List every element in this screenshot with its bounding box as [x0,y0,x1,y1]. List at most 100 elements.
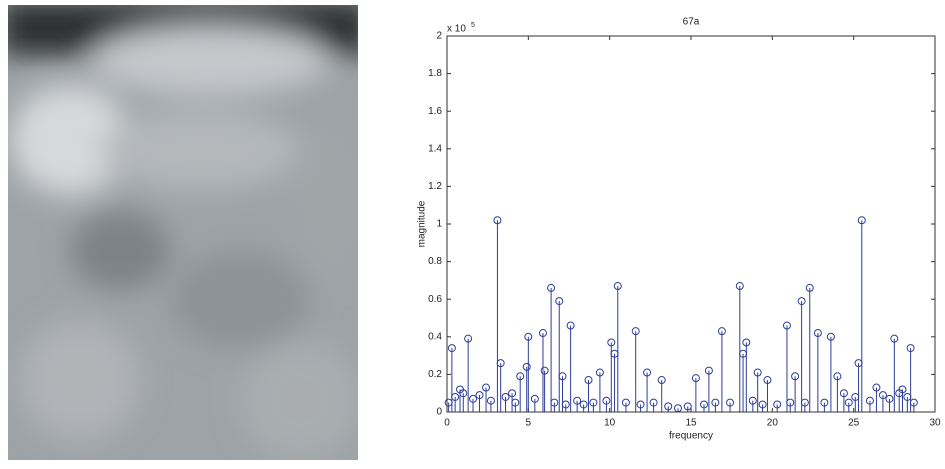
stem-marker [711,398,720,407]
stem-marker [833,372,842,381]
stem-marker [782,321,791,330]
stem-marker [475,391,484,400]
stem-marker [826,332,835,341]
stem-marker [909,398,918,407]
x-tick-label: 25 [848,418,860,429]
x-tick-label: 5 [526,418,532,429]
stem-marker [844,398,853,407]
stem-marker [800,398,809,407]
stem-marker [469,394,478,403]
stem-marker [482,383,491,392]
stem-marker [566,321,575,330]
stem-marker [538,329,547,338]
stem-marker [742,338,751,347]
stem-marker [589,398,598,407]
y-tick-label: 1.4 [428,143,442,154]
y-multiplier: x 10 [447,24,466,35]
y-tick-label: 1 [436,219,442,230]
stem-marker [906,344,915,353]
stem-marker [726,398,735,407]
stem-marker [700,400,709,409]
stem-marker [573,396,582,405]
stem-marker [636,400,645,409]
stem-marker [649,398,658,407]
y-tick-label: 1.6 [428,106,442,117]
stem-marker [530,394,539,403]
stem-marker [664,402,673,411]
stem-marker [885,394,894,403]
y-tick-label: 2 [436,31,442,42]
stem-marker [631,327,640,336]
stem-marker [511,398,520,407]
stem-marker [890,334,899,343]
stem-marker [878,391,887,400]
y-tick-label: 0.6 [428,294,442,305]
y-tick-label: 0 [436,407,442,418]
stem-marker [522,362,531,371]
stem-marker [501,392,510,401]
stem-marker [595,368,604,377]
chart-title: 67a [683,17,700,28]
stem-marker [555,297,564,306]
stem-marker [493,216,502,225]
stem-marker [516,372,525,381]
y-multiplier-exponent: 5 [471,22,475,29]
stem-marker [447,344,456,353]
stem-marker [839,389,848,398]
x-tick-label: 10 [604,418,616,429]
stem-marker [735,282,744,291]
x-tick-label: 20 [767,418,779,429]
x-tick-label: 15 [685,418,697,429]
stem-marker [547,283,556,292]
grayscale-image [8,5,358,460]
x-tick-label: 0 [444,418,450,429]
x-axis-label: frequency [669,431,713,442]
y-tick-label: 1.8 [428,68,442,79]
y-tick-label: 0.2 [428,369,442,380]
stem-marker [758,400,767,409]
stem-marker [550,398,559,407]
stem-marker [508,389,517,398]
stem-marker [898,385,907,394]
stem-marker [717,327,726,336]
stem-marker [797,297,806,306]
stem-marker [704,366,713,375]
stem-marker [773,400,782,409]
stem-marker [613,282,622,291]
stem-marker [673,404,682,413]
stem-marker [813,329,822,338]
stem-marker [496,359,505,368]
stem-marker [459,389,468,398]
stem-marker [584,376,593,385]
stem-marker [872,383,881,392]
stem-marker [579,400,588,409]
stem-marker [486,396,495,405]
stem-marker [805,283,814,292]
y-axis-label: magnitude [417,200,428,247]
stem-marker [753,368,762,377]
stem-marker [857,216,866,225]
stem-marker [748,396,757,405]
stem-marker [464,334,473,343]
stem-marker [540,366,549,375]
stem-marker [791,372,800,381]
stem-marker [558,372,567,381]
stem-marker [643,368,652,377]
stem-marker [763,376,772,385]
y-tick-label: 0.4 [428,331,442,342]
stem-marker [691,374,700,383]
stem-marker [820,398,829,407]
stem-marker [786,398,795,407]
y-tick-label: 1.2 [428,181,442,192]
y-tick-label: 0.8 [428,256,442,267]
stem-marker [524,332,533,341]
stem-marker [561,400,570,409]
stem-marker [451,392,460,401]
stem-marker [602,396,611,405]
stem-marker [657,376,666,385]
stem-marker [865,396,874,405]
x-tick-label: 30 [929,418,941,429]
stem-marker [621,398,630,407]
stem-marker [607,338,616,347]
